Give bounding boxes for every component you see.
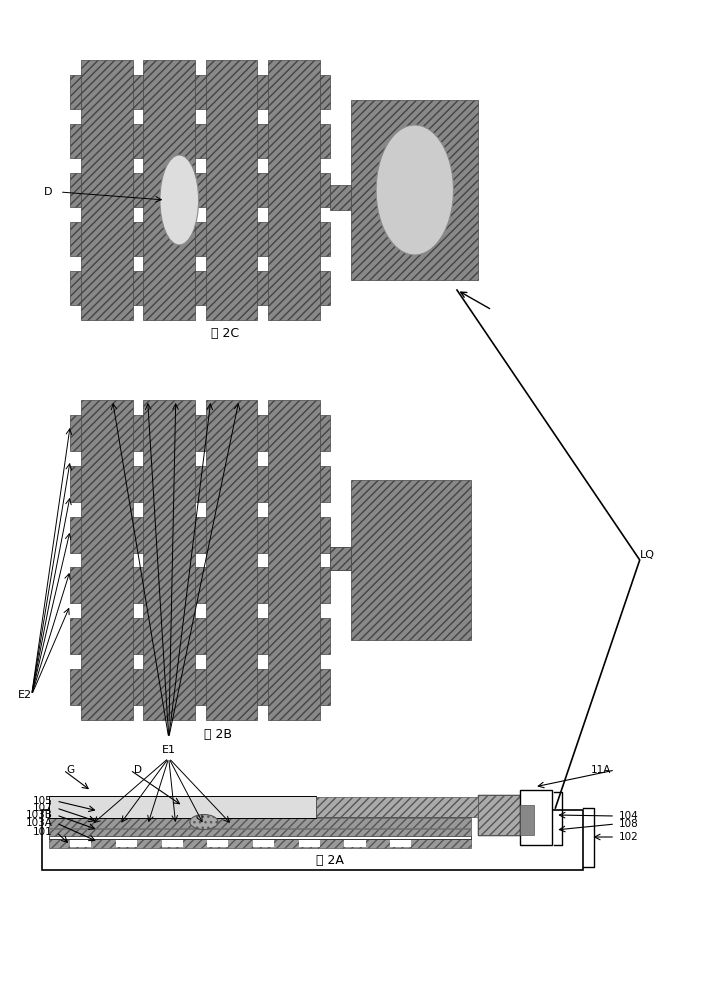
- Bar: [70, 173, 330, 207]
- Bar: [520, 790, 552, 845]
- Bar: [70, 567, 330, 603]
- Text: G: G: [67, 765, 75, 775]
- Bar: [49, 796, 316, 818]
- Ellipse shape: [190, 814, 218, 830]
- Bar: [330, 547, 352, 570]
- Text: 101: 101: [33, 827, 53, 837]
- Bar: [70, 618, 330, 654]
- Bar: [70, 466, 330, 502]
- Bar: [478, 795, 520, 835]
- Ellipse shape: [376, 125, 453, 255]
- Bar: [205, 60, 257, 320]
- Bar: [390, 840, 411, 847]
- Bar: [70, 124, 330, 158]
- Bar: [81, 400, 133, 720]
- Bar: [81, 60, 133, 320]
- Bar: [70, 669, 330, 705]
- Text: 图 2B: 图 2B: [204, 728, 232, 741]
- Text: 104: 104: [619, 811, 638, 821]
- Text: 图 2A: 图 2A: [316, 854, 344, 867]
- Text: 103B: 103B: [26, 810, 53, 820]
- Bar: [116, 840, 137, 847]
- Ellipse shape: [160, 155, 198, 245]
- Text: LQ: LQ: [640, 550, 654, 560]
- Bar: [49, 829, 471, 836]
- Bar: [70, 840, 91, 847]
- Bar: [49, 836, 471, 839]
- Text: 103A: 103A: [26, 818, 53, 828]
- Text: 105: 105: [33, 796, 53, 806]
- Bar: [49, 812, 471, 817]
- Bar: [70, 75, 330, 109]
- Text: D: D: [134, 765, 141, 775]
- Text: 11A: 11A: [591, 765, 612, 775]
- Bar: [143, 60, 195, 320]
- Bar: [352, 100, 478, 280]
- Bar: [316, 797, 478, 817]
- Bar: [49, 839, 471, 848]
- Bar: [205, 400, 257, 720]
- Text: 图 2C: 图 2C: [211, 327, 239, 340]
- Text: D: D: [44, 187, 53, 197]
- Text: E1: E1: [162, 745, 176, 755]
- Bar: [352, 480, 471, 640]
- Bar: [330, 185, 352, 210]
- Bar: [70, 222, 330, 256]
- Bar: [344, 840, 366, 847]
- Bar: [299, 840, 320, 847]
- Text: 108: 108: [619, 819, 638, 829]
- Bar: [70, 415, 330, 451]
- Text: 102: 102: [619, 832, 638, 842]
- Bar: [207, 840, 228, 847]
- Bar: [42, 810, 583, 870]
- Bar: [70, 517, 330, 552]
- Text: E2: E2: [18, 690, 32, 700]
- Bar: [330, 547, 352, 570]
- Bar: [253, 840, 274, 847]
- Bar: [520, 805, 534, 835]
- Bar: [143, 400, 195, 720]
- Bar: [49, 818, 471, 828]
- Bar: [268, 60, 320, 320]
- Text: 107: 107: [33, 803, 53, 813]
- Bar: [70, 271, 330, 305]
- Bar: [162, 840, 183, 847]
- Bar: [478, 795, 520, 835]
- Bar: [268, 400, 320, 720]
